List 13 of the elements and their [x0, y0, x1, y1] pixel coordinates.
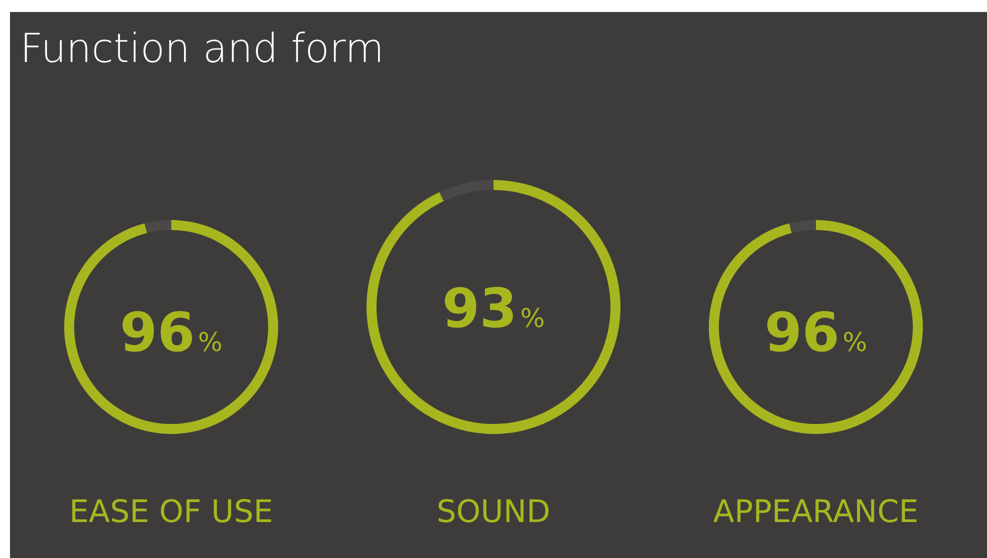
text: EASE OF USE — [69, 494, 274, 530]
text: APPEARANCE — [713, 494, 918, 530]
donut-slice — [64, 220, 278, 434]
data-label: 93% — [442, 277, 545, 340]
data-label: 96% — [764, 301, 868, 364]
donut-slice — [144, 220, 172, 234]
text: SOUND — [436, 494, 550, 530]
donut-slice — [789, 220, 816, 234]
donut-slice — [439, 180, 494, 202]
data-label: 96% — [120, 301, 223, 364]
donut-slice — [708, 220, 923, 434]
donut-slice — [366, 180, 620, 434]
chart-title: Function and form — [20, 26, 384, 72]
